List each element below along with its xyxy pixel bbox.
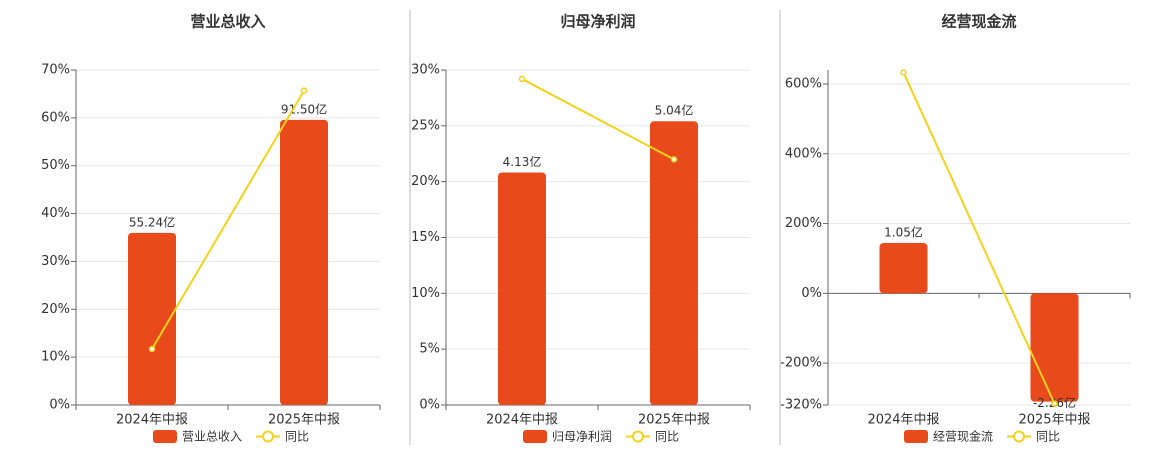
y-tick-label: 20% — [41, 302, 70, 317]
legend-swatch — [904, 430, 928, 443]
y-tick-label: 15% — [411, 230, 440, 245]
x-tick-label: 2024年中报 — [116, 413, 188, 428]
legend-label: 同比 — [285, 430, 309, 444]
y-tick-label: 20% — [411, 174, 440, 189]
y-tick-label: 70% — [41, 63, 70, 78]
chart-title: 归母净利润 — [560, 13, 635, 31]
point — [148, 345, 156, 353]
legend-label: 归母净利润 — [552, 430, 612, 444]
y-tick-label: 0% — [419, 398, 440, 413]
legend-swatch — [262, 430, 275, 443]
point — [300, 87, 308, 94]
y-tick-label: 400% — [785, 146, 822, 161]
x-tick-label: 2024年中报 — [486, 413, 558, 428]
chart-title: 经营现金流 — [941, 13, 1016, 31]
y-tick-label: 10% — [411, 286, 440, 301]
y-tick-label: -200% — [780, 356, 822, 371]
y-tick-label: 30% — [411, 63, 440, 78]
y-tick-label: 25% — [411, 118, 440, 133]
point — [900, 69, 907, 76]
data-label: 4.13亿 — [503, 154, 542, 169]
legend-swatch — [1013, 430, 1026, 443]
line — [151, 90, 305, 350]
x-tick-label: 2025年中报 — [1018, 413, 1090, 428]
y-tick-label: 0% — [801, 286, 822, 301]
bar — [498, 172, 546, 405]
bar — [650, 121, 698, 405]
bar — [128, 232, 176, 405]
legend-swatch — [523, 430, 547, 443]
y-tick-label: 10% — [41, 350, 70, 365]
data-label: 91.50亿 — [281, 101, 327, 116]
legend-swatch — [632, 430, 645, 443]
data-label: 5.04亿 — [655, 103, 694, 118]
x-tick-label: 2025年中报 — [638, 413, 710, 428]
point — [670, 156, 678, 163]
y-tick-label: 50% — [41, 158, 70, 173]
legend-label: 经营现金流 — [933, 429, 993, 444]
bar — [1030, 293, 1079, 402]
y-tick-label: 30% — [41, 254, 70, 269]
x-tick-label: 2025年中报 — [268, 413, 340, 428]
line — [521, 78, 675, 161]
data-label: 1.05亿 — [884, 225, 923, 240]
legend-swatch — [153, 430, 177, 443]
bar — [879, 243, 928, 294]
chart-title: 营业总收入 — [190, 13, 265, 31]
legend-label: 营业总收入 — [182, 430, 242, 444]
y-tick-label: 5% — [419, 342, 440, 357]
point — [1051, 400, 1058, 407]
line — [902, 72, 1056, 405]
y-tick-label: 60% — [41, 110, 70, 125]
bar — [280, 119, 328, 405]
y-tick-label: -320% — [780, 398, 822, 413]
x-tick-label: 2024年中报 — [867, 413, 939, 428]
point — [518, 75, 526, 83]
data-label: 55.24亿 — [129, 214, 175, 229]
y-tick-label: 40% — [41, 206, 70, 221]
legend-label: 同比 — [655, 430, 679, 444]
legend-label: 同比 — [1036, 430, 1060, 444]
y-tick-label: 200% — [785, 216, 822, 231]
y-tick-label: 0% — [49, 398, 70, 413]
y-tick-label: 600% — [785, 76, 822, 91]
